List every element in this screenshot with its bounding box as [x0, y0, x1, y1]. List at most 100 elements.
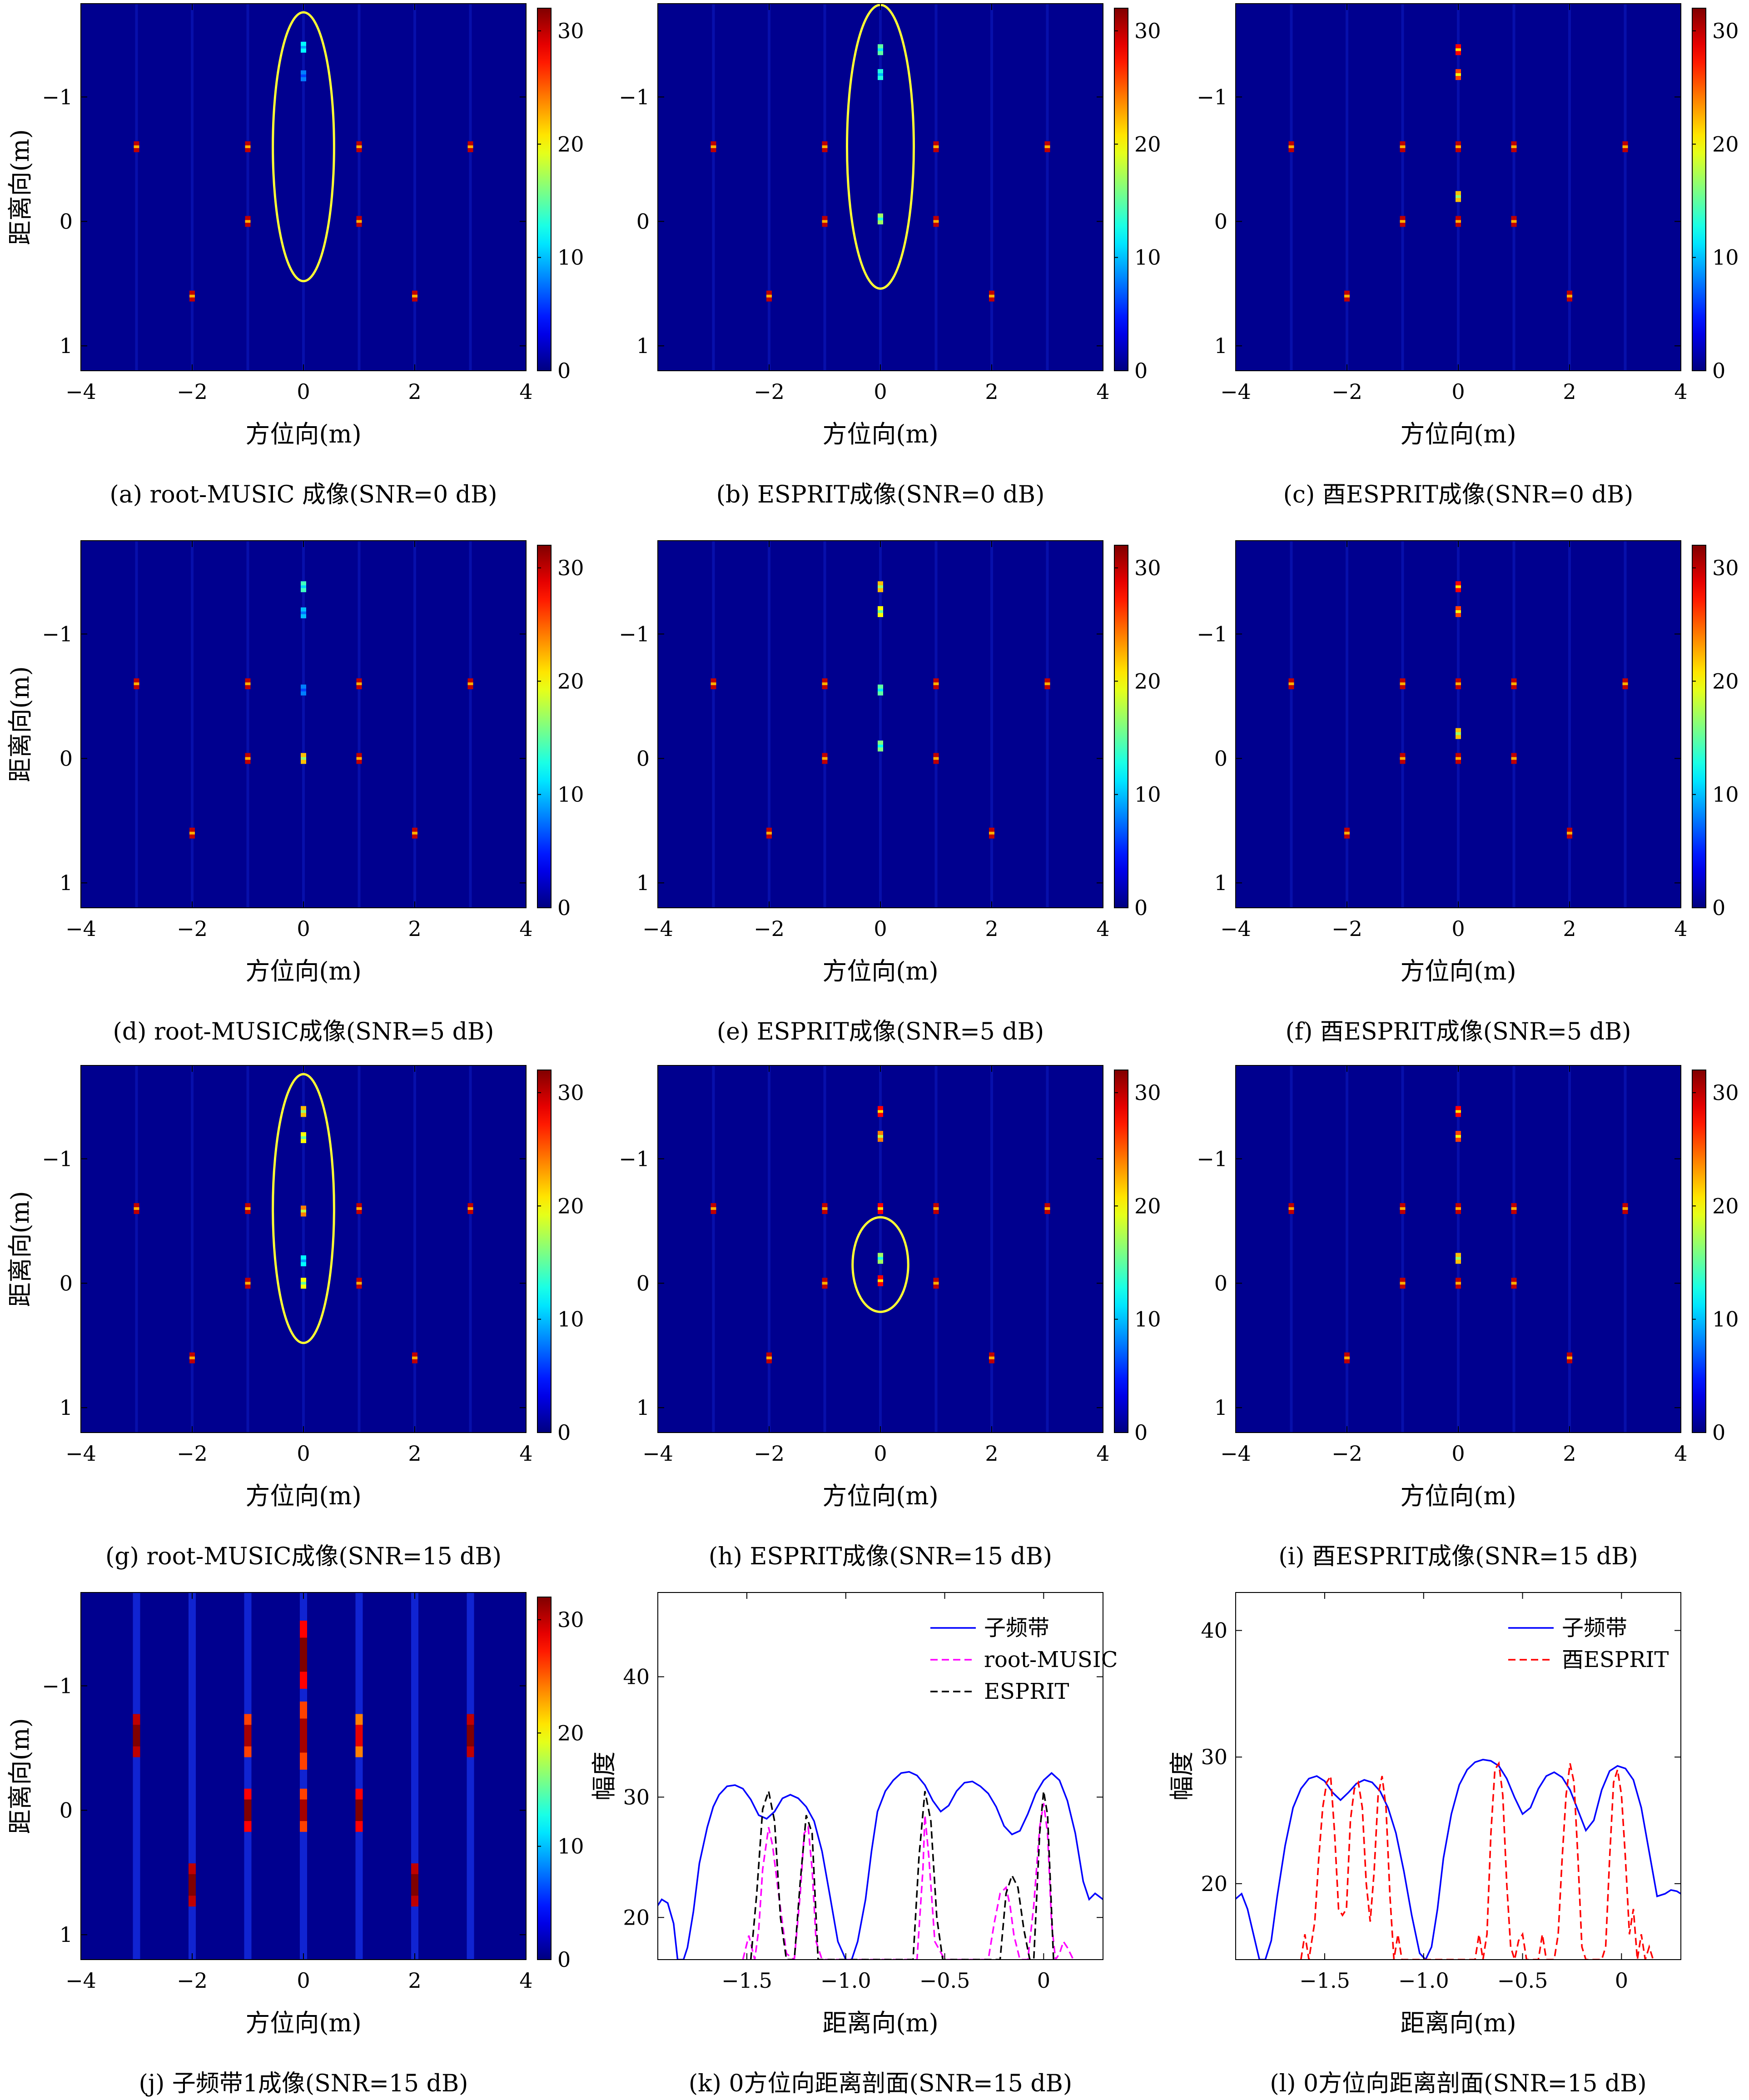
- panel-caption: (c) 酉ESPRIT成像(SNR=0 dB): [1283, 481, 1634, 508]
- scatterer-core: [467, 1207, 473, 1210]
- x-tick-label: 0: [1615, 1968, 1628, 1993]
- scatterer-core: [245, 757, 251, 760]
- scatterer-core: [301, 45, 306, 49]
- x-tick-label: 0: [297, 1968, 310, 1993]
- sidelobe-streak: [1457, 1065, 1460, 1433]
- panel-caption: (a) root-MUSIC 成像(SNR=0 dB): [109, 481, 497, 508]
- x-tick-label: −4: [65, 1968, 96, 1993]
- colorbar-tick-label: 30: [1712, 19, 1739, 43]
- scatterer-core: [1456, 585, 1461, 588]
- scatterer-core: [189, 1874, 196, 1896]
- x-axis-label: 方位向(m): [822, 957, 938, 985]
- x-tick-label: 4: [1096, 916, 1109, 941]
- colorbar-tick-label: 20: [1134, 1194, 1161, 1218]
- scatterer-core: [933, 220, 939, 223]
- scatterer-core: [301, 585, 306, 588]
- x-tick-label: 0: [297, 379, 310, 404]
- plot-area: [658, 1592, 1103, 1960]
- colorbar-tick-label: 30: [557, 19, 584, 43]
- sidelobe-streak: [879, 1065, 882, 1433]
- colorbar-tick-label: 20: [1134, 669, 1161, 693]
- panel-caption: (g) root-MUSIC成像(SNR=15 dB): [105, 1543, 502, 1570]
- x-tick-label: 0: [874, 1441, 887, 1466]
- x-axis-label: 方位向(m): [245, 1482, 361, 1510]
- x-tick-label: −4: [642, 916, 673, 941]
- series-group: [658, 1771, 1103, 1960]
- colorbar: [1692, 8, 1706, 371]
- series-line-0: [658, 1771, 1103, 1960]
- scatterer-core: [933, 145, 939, 148]
- y-tick-label: 30: [623, 1785, 650, 1809]
- scatterer-core: [989, 1356, 994, 1359]
- sidelobe-group: [1290, 4, 1627, 371]
- scatterer-core: [878, 1135, 883, 1138]
- legend: 子频带 root-MUSIC ESPRIT: [930, 1615, 1118, 1704]
- scatterer-core: [467, 1725, 474, 1747]
- scatterer-core: [1456, 682, 1461, 685]
- scatterer-core: [355, 1725, 363, 1747]
- panel-a: −4 −2 0 2 4 −1 0 1 方位向(m) 距离向(m) 0 10 20 30 (a) root-M…: [6, 3, 584, 508]
- scatterer-core: [878, 744, 883, 747]
- colorbar-tick-label: 10: [1134, 245, 1161, 270]
- x-tick-label: −4: [65, 379, 96, 404]
- scatterer-core: [1456, 195, 1461, 198]
- sidelobe-group: [712, 4, 1049, 371]
- scatterer-core: [245, 145, 251, 148]
- scatterer-core: [356, 1207, 362, 1210]
- x-tick-label: 0: [874, 916, 887, 941]
- x-tick-label: 2: [985, 916, 998, 941]
- x-tick-label: 4: [519, 916, 532, 941]
- scatterer-core: [878, 1207, 883, 1210]
- x-axis-label: 方位向(m): [1400, 420, 1516, 448]
- y-tick-label: 0: [60, 746, 73, 771]
- scatterer-core: [356, 682, 362, 685]
- plot-area: [658, 1065, 1103, 1433]
- legend-label: root-MUSIC: [984, 1647, 1118, 1672]
- x-tick-label: −4: [1220, 916, 1251, 941]
- scatterer-core: [300, 1637, 307, 1672]
- scatterer-core: [878, 1257, 883, 1260]
- sidelobe-streak: [712, 4, 715, 371]
- y-tick-label: 1: [636, 871, 650, 895]
- sidelobe-streak: [990, 1065, 993, 1433]
- sidelobe-streak: [246, 1065, 249, 1433]
- sidelobe-streak: [1401, 4, 1404, 371]
- scatterer-core: [189, 831, 195, 835]
- scatterer-core: [301, 1259, 306, 1263]
- sidelobe-streak: [469, 1065, 472, 1433]
- scatterer-core: [766, 1356, 772, 1359]
- panel-i: −4 −2 0 2 4 −1 0 1 方位向(m) 0 10 20 30 (i) 酉ESPRIT成像(SN…: [1197, 1065, 1739, 1570]
- scatterer-core: [245, 1282, 251, 1285]
- scatterer-core: [822, 1207, 828, 1210]
- colorbar-tick-label: 0: [1134, 896, 1148, 920]
- x-tick-label: 4: [1674, 1441, 1687, 1466]
- sidelobe-streak: [469, 541, 472, 908]
- scatterer-core: [1567, 1356, 1572, 1359]
- sidelobe-streak: [244, 1592, 252, 1960]
- y-axis-label: 距离向(m): [6, 1191, 35, 1307]
- colorbar: [1114, 8, 1128, 371]
- y-tick-label: 1: [1214, 333, 1227, 358]
- highlight-ellipse: [851, 1216, 909, 1313]
- colorbar: [1114, 545, 1128, 908]
- x-tick-label: 0: [297, 1441, 310, 1466]
- scatterer-core: [822, 1282, 828, 1285]
- y-tick-label: 1: [60, 1922, 73, 1947]
- colorbar-tick-label: 20: [557, 1721, 584, 1745]
- colorbar: [1692, 545, 1706, 908]
- sidelobe-streak: [302, 4, 305, 371]
- scatterer-core: [933, 682, 939, 685]
- sidelobe-streak: [712, 541, 715, 908]
- scatterer-core: [1511, 682, 1517, 685]
- legend-label: 子频带: [984, 1615, 1049, 1641]
- sidelobe-streak: [823, 541, 826, 908]
- scatterer-core: [933, 1207, 939, 1210]
- scatterer-core: [1456, 1257, 1461, 1260]
- plot-frame: [657, 1592, 1103, 1960]
- plot-area: [658, 4, 1103, 371]
- scatterer-core: [356, 1282, 362, 1285]
- panel-caption: (h) ESPRIT成像(SNR=15 dB): [709, 1543, 1052, 1570]
- scatterer-core: [711, 682, 716, 685]
